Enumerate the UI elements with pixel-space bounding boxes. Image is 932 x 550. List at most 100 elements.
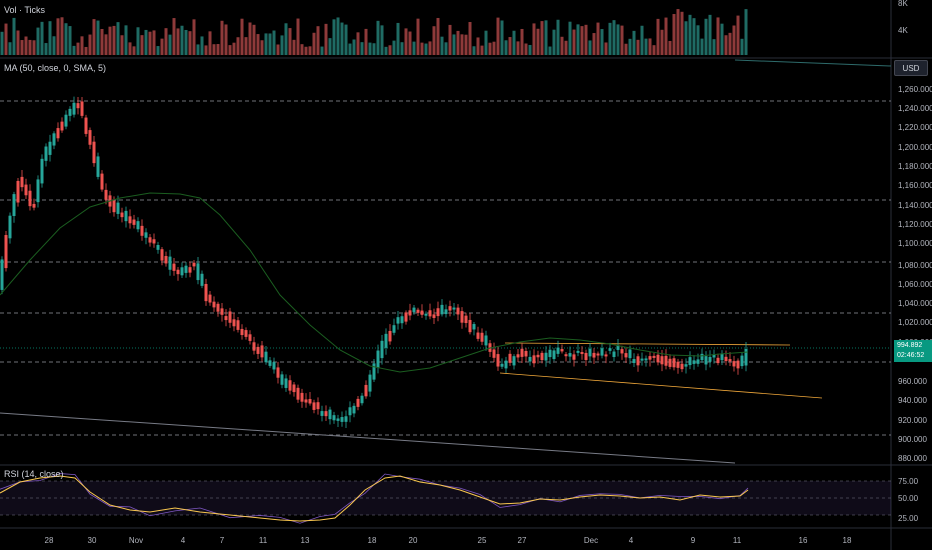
candle-body <box>36 179 40 203</box>
volume-bar <box>220 20 224 55</box>
volume-bar <box>200 36 204 55</box>
candle-body <box>216 303 220 312</box>
candle-body <box>628 349 632 359</box>
candle-body <box>688 357 692 366</box>
rsi-axis-label: 25.00 <box>898 514 919 523</box>
candle-body <box>392 325 396 333</box>
volume-bar <box>288 28 292 55</box>
volume-bar <box>100 28 104 55</box>
candle-body <box>236 320 240 330</box>
candle-body <box>632 359 636 363</box>
price-axis-label: 960.000 <box>898 377 927 386</box>
volume-bar <box>412 41 416 55</box>
candle-body <box>4 235 8 269</box>
candle-body <box>360 395 364 404</box>
volume-bar <box>92 19 96 56</box>
candle-body <box>180 267 184 276</box>
volume-bar <box>20 40 24 55</box>
candle-body <box>448 306 452 311</box>
volume-bar <box>116 22 120 56</box>
volume-bar <box>384 46 388 55</box>
trendline <box>0 412 736 464</box>
volume-bar <box>424 43 428 55</box>
time-axis-label: 28 <box>45 536 54 545</box>
candle-body <box>220 308 224 315</box>
candle-body <box>44 146 48 161</box>
volume-bar <box>372 43 376 55</box>
volume-bar <box>668 40 672 55</box>
volume-bar <box>24 36 28 55</box>
volume-bar <box>624 43 628 55</box>
candle-body <box>212 301 216 308</box>
candle-body <box>52 133 56 146</box>
volume-bar <box>316 26 320 55</box>
candle-body <box>304 399 308 403</box>
volume-bar <box>336 17 340 56</box>
volume-bar <box>240 18 244 55</box>
candle-body <box>60 121 64 131</box>
candle-body <box>412 307 416 313</box>
candle-body <box>444 309 448 315</box>
candle-body <box>208 294 212 303</box>
candle-body <box>340 417 344 422</box>
volume-bar <box>400 42 404 55</box>
volume-bar <box>504 40 508 55</box>
rsi-indicator-label[interactable]: RSI (14, close) <box>4 469 64 479</box>
volume-bar <box>432 26 436 55</box>
volume-bar <box>172 18 176 56</box>
volume-bar <box>308 46 312 55</box>
volume-bar <box>392 40 396 55</box>
last-price-tag: 994.892 02:46:52 <box>894 340 932 362</box>
candle-body <box>388 330 392 342</box>
candle-body <box>560 349 564 352</box>
candle-body <box>24 184 28 196</box>
volume-bar <box>728 32 732 55</box>
volume-bar <box>180 25 184 55</box>
price-axis-label: 1,180.000 <box>898 162 932 171</box>
volume-bar <box>512 30 516 55</box>
volume-bar <box>228 45 232 55</box>
volume-bar <box>40 21 44 56</box>
time-axis-label: 4 <box>181 536 186 545</box>
volume-bar <box>168 34 172 55</box>
time-axis-label: 16 <box>799 536 808 545</box>
candle-body <box>568 353 572 357</box>
candle-body <box>572 354 576 360</box>
volume-bar <box>140 35 144 55</box>
price-axis-label: 1,220.000 <box>898 123 932 132</box>
volume-bar <box>48 21 52 56</box>
candle-body <box>276 367 280 378</box>
volume-bar <box>356 32 360 55</box>
volume-bar <box>208 31 212 55</box>
volume-bar <box>704 18 708 55</box>
volume-bar <box>440 36 444 55</box>
volume-pane-label[interactable]: Vol · Ticks <box>4 5 46 15</box>
candle-body <box>348 407 352 416</box>
volume-bar <box>600 29 604 55</box>
currency-button[interactable]: USD <box>894 60 928 76</box>
volume-bar <box>184 29 188 55</box>
candle-body <box>400 316 404 324</box>
candle-body <box>696 359 700 364</box>
volume-bar <box>328 38 332 55</box>
volume-bar <box>344 24 348 55</box>
ma-indicator-label[interactable]: MA (50, close, 0, SMA, 5) <box>4 63 107 73</box>
price-axis-label: 1,080.000 <box>898 261 932 270</box>
candle-body <box>100 173 104 190</box>
volume-bar <box>564 40 568 55</box>
volume-bar <box>428 41 432 55</box>
candle-body <box>92 141 96 164</box>
volume-bar <box>148 31 152 55</box>
volume-bar <box>216 44 220 55</box>
volume-bar <box>0 31 4 55</box>
price-axis-label: 1,240.000 <box>898 104 932 113</box>
volume-bar <box>672 14 676 55</box>
candle-body <box>312 402 316 410</box>
candle-body <box>408 310 412 316</box>
volume-bar <box>476 37 480 55</box>
volume-bar <box>452 34 456 55</box>
candle-body <box>200 273 204 286</box>
candle-body <box>260 345 264 358</box>
volume-bar <box>696 25 700 55</box>
